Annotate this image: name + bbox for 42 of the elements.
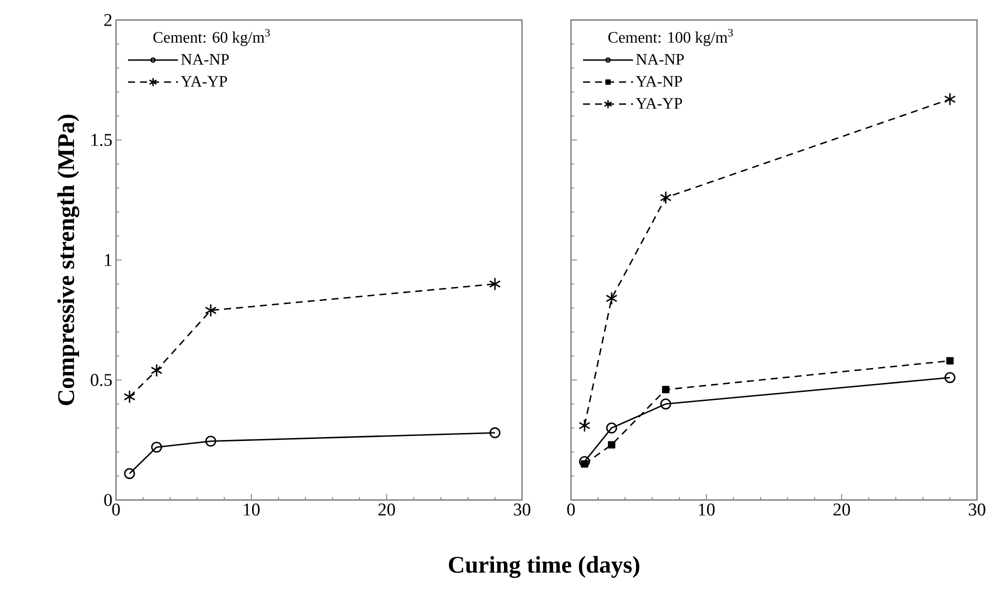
legend-label: YA-YP xyxy=(636,98,682,109)
point xyxy=(606,292,618,306)
point xyxy=(579,456,590,468)
point xyxy=(124,390,136,404)
point xyxy=(608,441,616,448)
x-tick-label: 0 xyxy=(112,504,120,516)
y-tick-label: 0.5 xyxy=(90,374,112,386)
point xyxy=(204,304,217,318)
x-tick-label: 30 xyxy=(514,504,530,516)
legend-title: Cement: 60 kg/m$^{3}$ xyxy=(153,28,270,46)
legend-label: NA-NP xyxy=(636,54,684,65)
point xyxy=(662,386,670,394)
point xyxy=(151,442,162,453)
y-tick-label: 1 xyxy=(105,254,112,266)
x-tick-label: 20 xyxy=(833,504,850,516)
y-tick-label: 1.5 xyxy=(92,134,112,146)
legend-title: Cement: 100 kg/m$^{3}$ xyxy=(608,28,733,46)
point xyxy=(150,364,162,378)
y-axis-title: Compressive strength (MPa) xyxy=(57,114,80,406)
point xyxy=(660,398,672,410)
point xyxy=(205,436,216,447)
point xyxy=(578,418,590,432)
point xyxy=(489,277,501,291)
legend-label: YA-NP xyxy=(636,76,682,87)
x-tick-label: 20 xyxy=(378,504,395,516)
point xyxy=(580,460,588,468)
x-tick-label: 10 xyxy=(244,504,260,516)
y-tick-label: 0 xyxy=(104,494,112,506)
point xyxy=(660,190,672,204)
x-tick-label: 0 xyxy=(567,504,575,516)
point xyxy=(944,372,956,384)
y-tick-label: 2 xyxy=(104,14,112,26)
x-axis-title: Curing time (days) xyxy=(448,556,640,578)
legend-label: NA-NP xyxy=(181,54,229,65)
point xyxy=(606,422,618,434)
legend-label: YA-YP xyxy=(180,76,228,87)
point xyxy=(489,427,500,438)
point xyxy=(944,92,956,106)
point xyxy=(124,468,136,480)
x-tick-label: 30 xyxy=(968,504,986,516)
point xyxy=(946,357,954,364)
x-tick-label: 10 xyxy=(698,504,715,516)
